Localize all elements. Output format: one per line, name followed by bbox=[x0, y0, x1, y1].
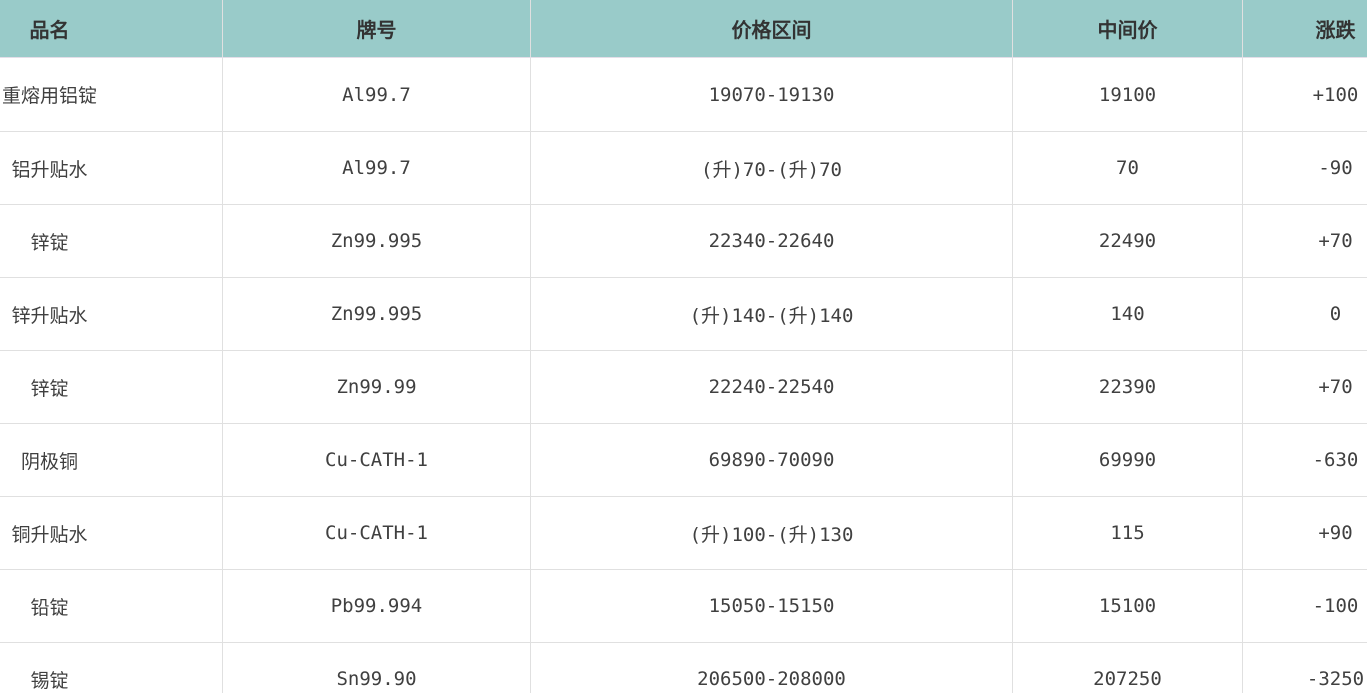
cell-mid-price: 15100 bbox=[1012, 569, 1243, 643]
cell-brand-grade: Cu-CATH-1 bbox=[222, 423, 531, 497]
cell-price-range: (升)100-(升)130 bbox=[530, 496, 1013, 570]
table-row: 重熔用铝锭 Al99.7 19070-19130 19100 +100 bbox=[0, 57, 1367, 132]
table-row: 阴极铜 Cu-CATH-1 69890-70090 69990 -630 bbox=[0, 423, 1367, 497]
cell-mid-price: 22390 bbox=[1012, 350, 1243, 424]
cell-change: -100 bbox=[1242, 569, 1367, 643]
cell-price-range: 22340-22640 bbox=[530, 204, 1013, 278]
cell-product-name: 铅锭 bbox=[0, 569, 223, 643]
cell-price-range: (升)70-(升)70 bbox=[530, 131, 1013, 205]
cell-price-range: 19070-19130 bbox=[530, 57, 1013, 132]
cell-mid-price: 140 bbox=[1012, 277, 1243, 351]
col-header-brand-grade: 牌号 bbox=[222, 0, 531, 58]
table-row: 铅锭 Pb99.994 15050-15150 15100 -100 bbox=[0, 569, 1367, 643]
cell-brand-grade: Al99.7 bbox=[222, 131, 531, 205]
cell-product-name: 锌锭 bbox=[0, 204, 223, 278]
cell-product-name: 锡锭 bbox=[0, 642, 223, 693]
cell-brand-grade: Zn99.995 bbox=[222, 204, 531, 278]
cell-brand-grade: Sn99.90 bbox=[222, 642, 531, 693]
cell-change: +100 bbox=[1242, 57, 1367, 132]
cell-price-range: 22240-22540 bbox=[530, 350, 1013, 424]
cell-change: +90 bbox=[1242, 496, 1367, 570]
cell-change: 0 bbox=[1242, 277, 1367, 351]
cell-product-name: 阴极铜 bbox=[0, 423, 223, 497]
header-row: 品名 牌号 价格区间 中间价 涨跌 bbox=[0, 0, 1367, 58]
table-row: 铝升贴水 Al99.7 (升)70-(升)70 70 -90 bbox=[0, 131, 1367, 205]
table-row: 锌锭 Zn99.995 22340-22640 22490 +70 bbox=[0, 204, 1367, 278]
cell-brand-grade: Al99.7 bbox=[222, 57, 531, 132]
cell-mid-price: 69990 bbox=[1012, 423, 1243, 497]
table-row: 铜升贴水 Cu-CATH-1 (升)100-(升)130 115 +90 bbox=[0, 496, 1367, 570]
cell-mid-price: 22490 bbox=[1012, 204, 1243, 278]
cell-change: -3250 bbox=[1242, 642, 1367, 693]
cell-price-range: 15050-15150 bbox=[530, 569, 1013, 643]
cell-product-name: 重熔用铝锭 bbox=[0, 57, 223, 132]
col-header-price-range: 价格区间 bbox=[530, 0, 1013, 58]
col-header-mid-price: 中间价 bbox=[1012, 0, 1243, 58]
cell-brand-grade: Pb99.994 bbox=[222, 569, 531, 643]
cell-price-range: (升)140-(升)140 bbox=[530, 277, 1013, 351]
cell-brand-grade: Zn99.99 bbox=[222, 350, 531, 424]
table-row: 锡锭 Sn99.90 206500-208000 207250 -3250 bbox=[0, 642, 1367, 693]
col-header-change: 涨跌 bbox=[1242, 0, 1367, 58]
cell-change: +70 bbox=[1242, 204, 1367, 278]
cell-product-name: 铜升贴水 bbox=[0, 496, 223, 570]
table-row: 锌锭 Zn99.99 22240-22540 22390 +70 bbox=[0, 350, 1367, 424]
cell-mid-price: 207250 bbox=[1012, 642, 1243, 693]
cell-change: -630 bbox=[1242, 423, 1367, 497]
cell-product-name: 铝升贴水 bbox=[0, 131, 223, 205]
table-row: 锌升贴水 Zn99.995 (升)140-(升)140 140 0 bbox=[0, 277, 1367, 351]
cell-product-name: 锌锭 bbox=[0, 350, 223, 424]
cell-brand-grade: Cu-CATH-1 bbox=[222, 496, 531, 570]
cell-change: -90 bbox=[1242, 131, 1367, 205]
cell-mid-price: 19100 bbox=[1012, 57, 1243, 132]
cell-price-range: 69890-70090 bbox=[530, 423, 1013, 497]
cell-price-range: 206500-208000 bbox=[530, 642, 1013, 693]
cell-product-name: 锌升贴水 bbox=[0, 277, 223, 351]
cell-mid-price: 70 bbox=[1012, 131, 1243, 205]
cell-change: +70 bbox=[1242, 350, 1367, 424]
col-header-product-name: 品名 bbox=[0, 0, 223, 58]
cell-brand-grade: Zn99.995 bbox=[222, 277, 531, 351]
cell-mid-price: 115 bbox=[1012, 496, 1243, 570]
